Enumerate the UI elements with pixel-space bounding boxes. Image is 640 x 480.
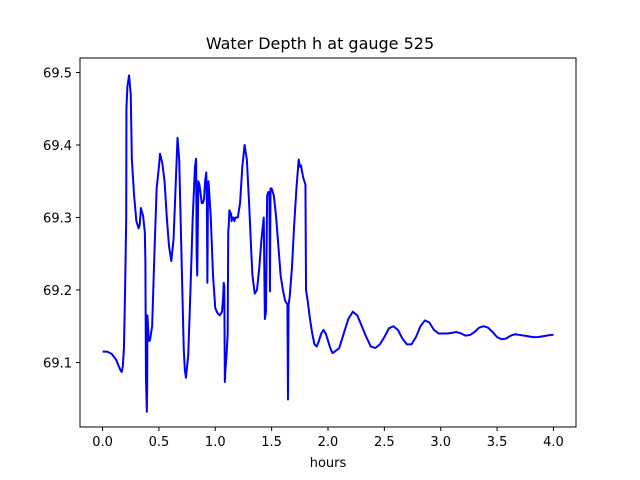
y-tick-label: 69.2: [43, 284, 72, 299]
x-axis-ticks: 0.0 0.5 1.0 1.5 2.0 2.5 3.0 3.5 4.0: [92, 427, 564, 450]
y-tick-label: 69.3: [43, 211, 72, 226]
x-tick-label: 3.0: [430, 435, 451, 450]
y-axis-ticks: 69.1 69.2 69.3 69.4 69.5: [43, 66, 80, 371]
y-tick-label: 69.4: [43, 139, 72, 154]
y-tick-label: 69.1: [43, 356, 72, 371]
chart-title: Water Depth h at gauge 525: [206, 34, 434, 53]
x-tick-label: 3.5: [487, 435, 508, 450]
x-tick-label: 2.0: [318, 435, 339, 450]
x-tick-label: 4.0: [543, 435, 564, 450]
y-tick-label: 69.5: [43, 66, 72, 81]
x-tick-label: 1.0: [205, 435, 226, 450]
x-axis-label: hours: [310, 456, 347, 471]
series-line-0: [102, 74, 554, 413]
x-tick-label: 2.5: [374, 435, 395, 450]
x-tick-label: 1.5: [261, 435, 282, 450]
x-tick-label: 0.0: [92, 435, 113, 450]
x-tick-label: 0.5: [149, 435, 170, 450]
axes-frame: [79, 57, 577, 428]
plot-area: [102, 74, 554, 413]
